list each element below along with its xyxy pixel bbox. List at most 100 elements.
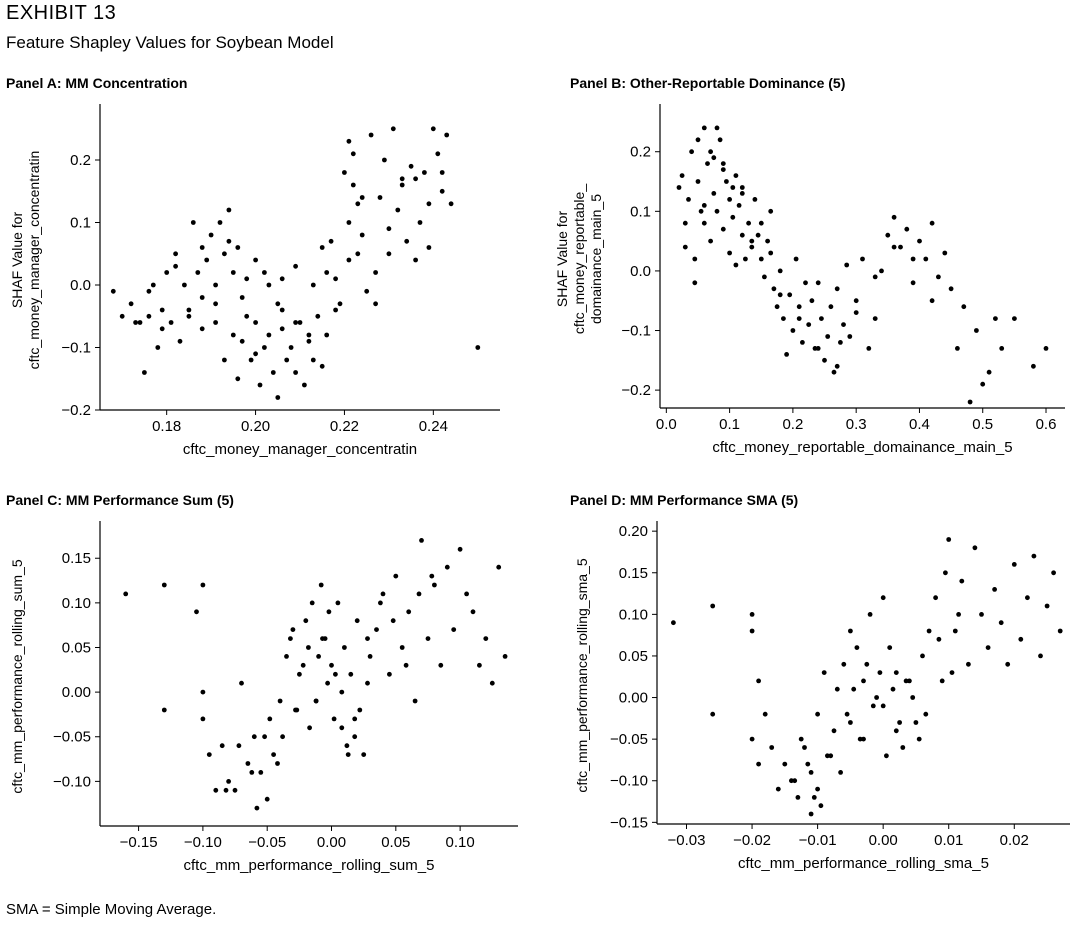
scatter-point	[208, 232, 214, 238]
scatter-point	[346, 138, 352, 144]
scatter-point	[254, 805, 260, 811]
scatter-point	[408, 163, 414, 169]
scatter-point	[217, 220, 223, 225]
panel-d-chart: −0.03 −0.02 −0.01 0.00 0.01 0.02 −0.15 −0.10 −0.…	[574, 521, 1070, 872]
scatter-point	[284, 357, 290, 363]
scatter-point	[350, 151, 356, 157]
scatter-point	[253, 351, 258, 357]
scatter-point	[271, 752, 276, 757]
scatter-point	[319, 363, 325, 369]
y-tick-label: 0.2	[70, 152, 91, 169]
scatter-point	[900, 745, 906, 750]
scatter-point	[177, 338, 183, 344]
scatter-point	[328, 238, 334, 244]
scatter-point	[825, 753, 830, 759]
scatter-point	[720, 167, 726, 172]
scatter-point	[213, 282, 219, 288]
x-tick-label: −0.10	[184, 834, 222, 851]
scatter-point	[128, 301, 134, 307]
scatter-point	[342, 645, 347, 650]
scatter-point	[280, 734, 285, 740]
scatter-point	[848, 720, 853, 725]
scatter-point	[739, 191, 745, 196]
scatter-point	[293, 263, 298, 269]
scatter-point	[956, 612, 961, 617]
scatter-point	[226, 779, 232, 784]
scatter-point	[195, 270, 201, 275]
scatter-point	[768, 250, 774, 256]
scatter-point	[692, 256, 698, 262]
x-tick-label: 0.10	[446, 834, 475, 851]
scatter-point	[682, 220, 688, 226]
scatter-point	[142, 370, 147, 375]
scatter-point	[890, 686, 896, 692]
scatter-point	[251, 734, 257, 740]
scatter-point	[781, 316, 786, 321]
scatter-point	[359, 232, 365, 238]
scatter-point	[841, 661, 847, 667]
scatter-point	[393, 573, 399, 579]
scatter-point	[253, 257, 258, 263]
scatter-point	[904, 226, 910, 232]
scatter-point	[811, 795, 817, 800]
scatter-point	[789, 778, 794, 784]
scatter-point	[1044, 603, 1050, 609]
scatter-point	[451, 627, 457, 632]
scatter-point	[752, 197, 758, 202]
scatter-point	[692, 280, 698, 286]
scatter-point	[249, 770, 255, 775]
scatter-point	[239, 680, 244, 686]
x-tick-label: 0.00	[869, 832, 898, 849]
scatter-point	[213, 301, 219, 307]
scatter-point	[913, 720, 919, 725]
scatter-point	[689, 149, 694, 155]
exhibit-label: EXHIBIT 13	[6, 2, 117, 24]
scatter-point	[226, 238, 232, 244]
scatter-point	[275, 395, 281, 400]
scatter-point	[710, 711, 716, 717]
panel-a-title: Panel A: MM Concentration	[6, 75, 188, 91]
scatter-point	[756, 678, 761, 684]
scatter-point	[711, 155, 717, 161]
scatter-point	[448, 201, 454, 207]
y-axis-label: SHAF Value for	[554, 211, 570, 308]
y-tick-label: 0.05	[62, 639, 91, 656]
scatter-point	[186, 307, 192, 313]
scatter-point	[769, 745, 775, 750]
scatter-point	[676, 185, 682, 190]
scatter-point	[365, 636, 370, 641]
scatter-point	[733, 262, 739, 268]
scatter-point	[373, 301, 378, 307]
scatter-point	[822, 357, 827, 363]
scatter-point	[361, 752, 367, 757]
scatter-point	[326, 609, 332, 615]
scatter-point	[961, 304, 967, 310]
scatter-point	[387, 671, 392, 677]
scatter-point	[809, 298, 815, 304]
scatter-point	[502, 654, 508, 659]
y-tick-label: 0.00	[619, 690, 648, 707]
scatter-point	[746, 220, 751, 226]
scatter-point	[711, 191, 717, 196]
scatter-point	[848, 628, 853, 634]
y-tick-label: −0.05	[53, 729, 91, 746]
scatter-point	[426, 245, 432, 250]
scatter-point	[952, 628, 958, 634]
scatter-point	[701, 203, 707, 208]
y-tick-label: 0.2	[630, 144, 651, 161]
scatter-point	[749, 238, 755, 244]
scatter-point	[161, 582, 167, 588]
scatter-point	[758, 256, 764, 262]
scatter-point	[743, 256, 748, 262]
scatter-point	[939, 678, 945, 684]
scatter-point	[306, 645, 311, 650]
scatter-point	[168, 320, 174, 325]
y-tick-label: 0.15	[62, 550, 91, 567]
scatter-point	[257, 382, 263, 388]
scatter-point	[331, 716, 337, 722]
scatter-point	[399, 645, 405, 650]
scatter-point	[307, 725, 312, 731]
scatter-point	[1038, 653, 1043, 659]
scatter-point	[686, 197, 691, 202]
scatter-point	[429, 573, 435, 579]
